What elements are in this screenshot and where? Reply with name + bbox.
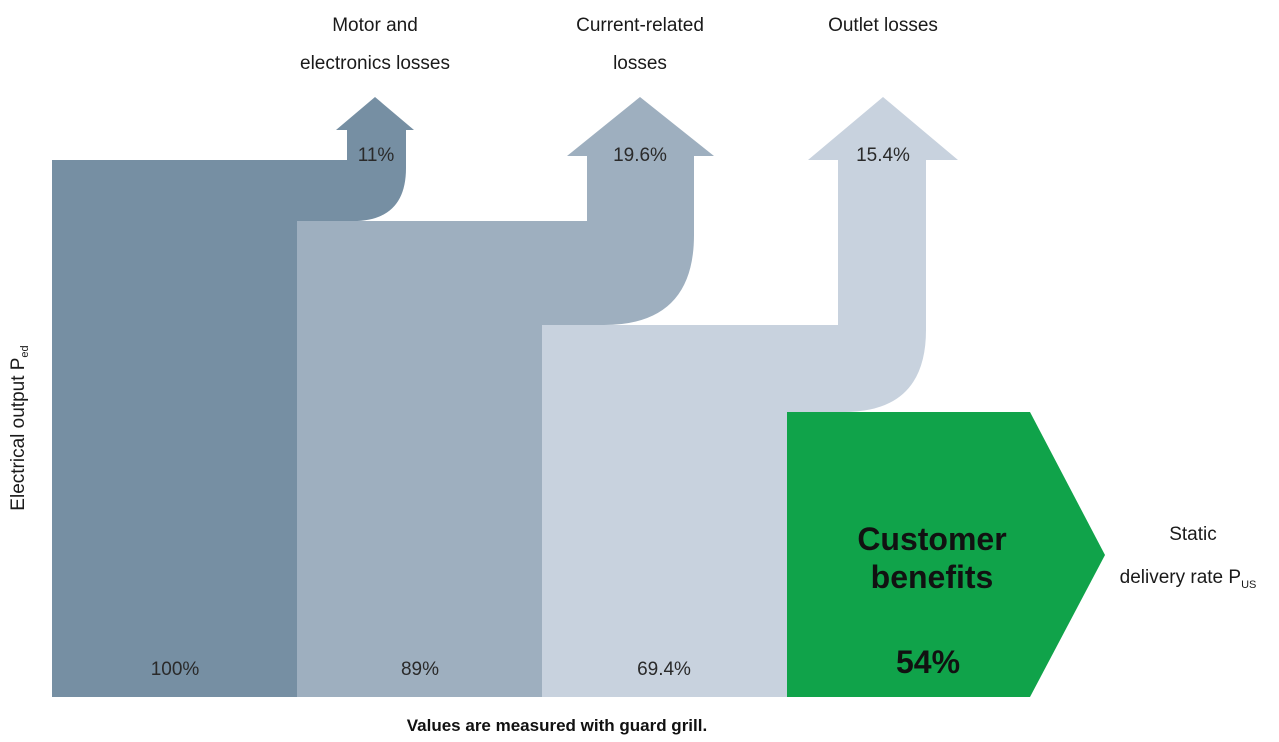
- output-label-line1: Static: [1169, 524, 1217, 545]
- y-axis-label: Electrical output Ped: [8, 345, 31, 510]
- loss-flow-motor: [52, 97, 414, 697]
- loss-label-motor-line1: Motor and: [332, 15, 418, 36]
- stage-value-69: 69.4%: [637, 659, 691, 680]
- customer-benefits-arrow: [787, 412, 1105, 697]
- benefit-title-line2: benefits: [871, 559, 994, 595]
- loss-label-outlet: Outlet losses: [828, 15, 938, 36]
- loss-label-current-line2: losses: [613, 53, 667, 74]
- loss-flow-outlet: [542, 97, 958, 697]
- loss-value-motor: 11%: [358, 145, 395, 166]
- output-label-line2: delivery rate PUS: [1120, 567, 1257, 591]
- loss-label-current-line1: Current-related: [576, 15, 704, 36]
- loss-value-outlet: 15.4%: [856, 145, 910, 166]
- y-axis-label-main: Electrical output P: [8, 358, 29, 511]
- loss-value-current: 19.6%: [613, 145, 667, 166]
- loss-label-motor-line2: electronics losses: [300, 53, 450, 74]
- stage-value-89: 89%: [401, 659, 439, 680]
- output-label-line2-main: delivery rate P: [1120, 567, 1241, 588]
- loss-flow-current: [297, 97, 714, 697]
- benefit-value: 54%: [896, 644, 960, 680]
- footnote: Values are measured with guard grill.: [407, 716, 707, 735]
- stage-value-100: 100%: [151, 659, 200, 680]
- output-label-sub: US: [1241, 579, 1256, 591]
- benefit-title-line1: Customer: [857, 521, 1006, 557]
- y-axis-label-sub: ed: [19, 345, 31, 357]
